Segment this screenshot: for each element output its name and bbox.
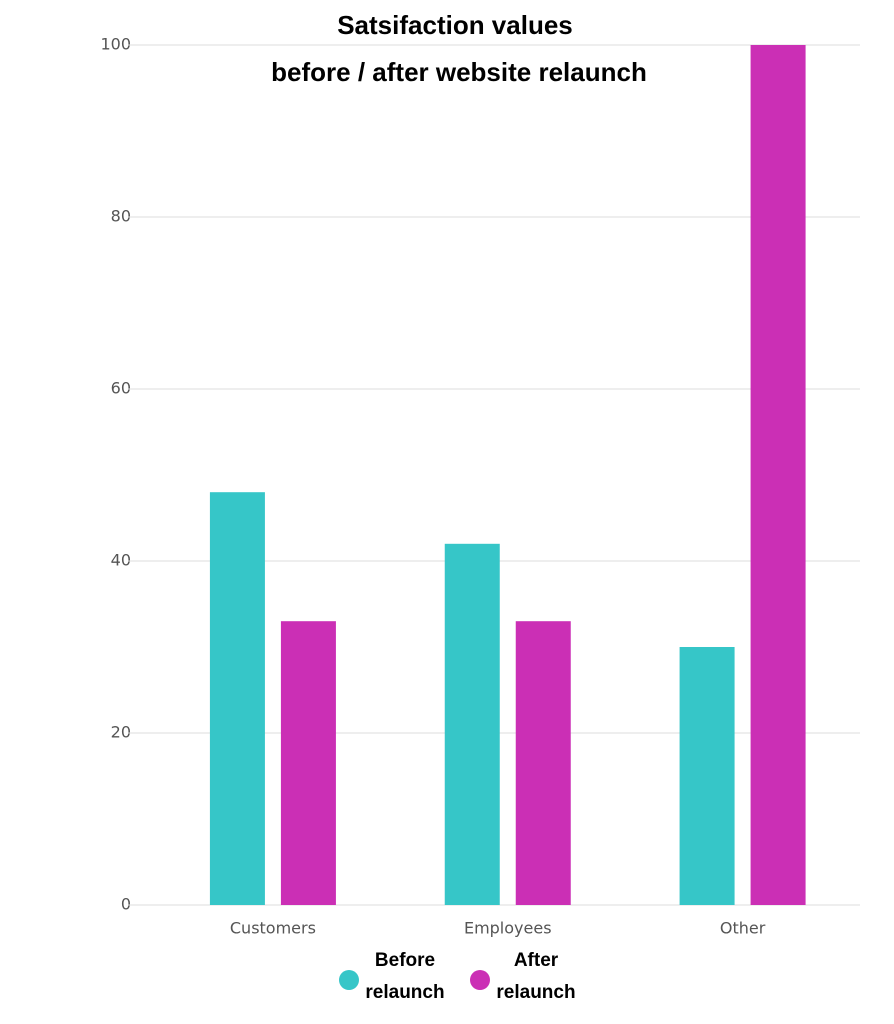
bar <box>444 543 500 905</box>
chart-title: before / after website relaunch <box>271 57 647 87</box>
bar <box>679 647 735 905</box>
y-tick-label: 80 <box>111 207 131 226</box>
y-tick-label: 60 <box>111 379 131 398</box>
bar <box>750 45 806 905</box>
bar <box>515 621 571 905</box>
x-tick-label: Employees <box>464 919 552 938</box>
legend-label: Before relaunch <box>365 950 445 1003</box>
bar <box>209 492 265 905</box>
y-tick-label: 40 <box>111 551 131 570</box>
bar <box>280 621 336 905</box>
legend-marker <box>339 970 359 990</box>
chart-title: Satsifaction values <box>337 10 573 40</box>
y-tick-label: 100 <box>100 35 131 54</box>
y-tick-label: 0 <box>121 895 131 914</box>
legend-marker <box>470 970 490 990</box>
x-tick-label: Customers <box>230 919 316 938</box>
legend-label: After relaunch <box>496 950 576 1003</box>
y-tick-label: 20 <box>111 723 131 742</box>
x-tick-label: Other <box>720 919 766 938</box>
